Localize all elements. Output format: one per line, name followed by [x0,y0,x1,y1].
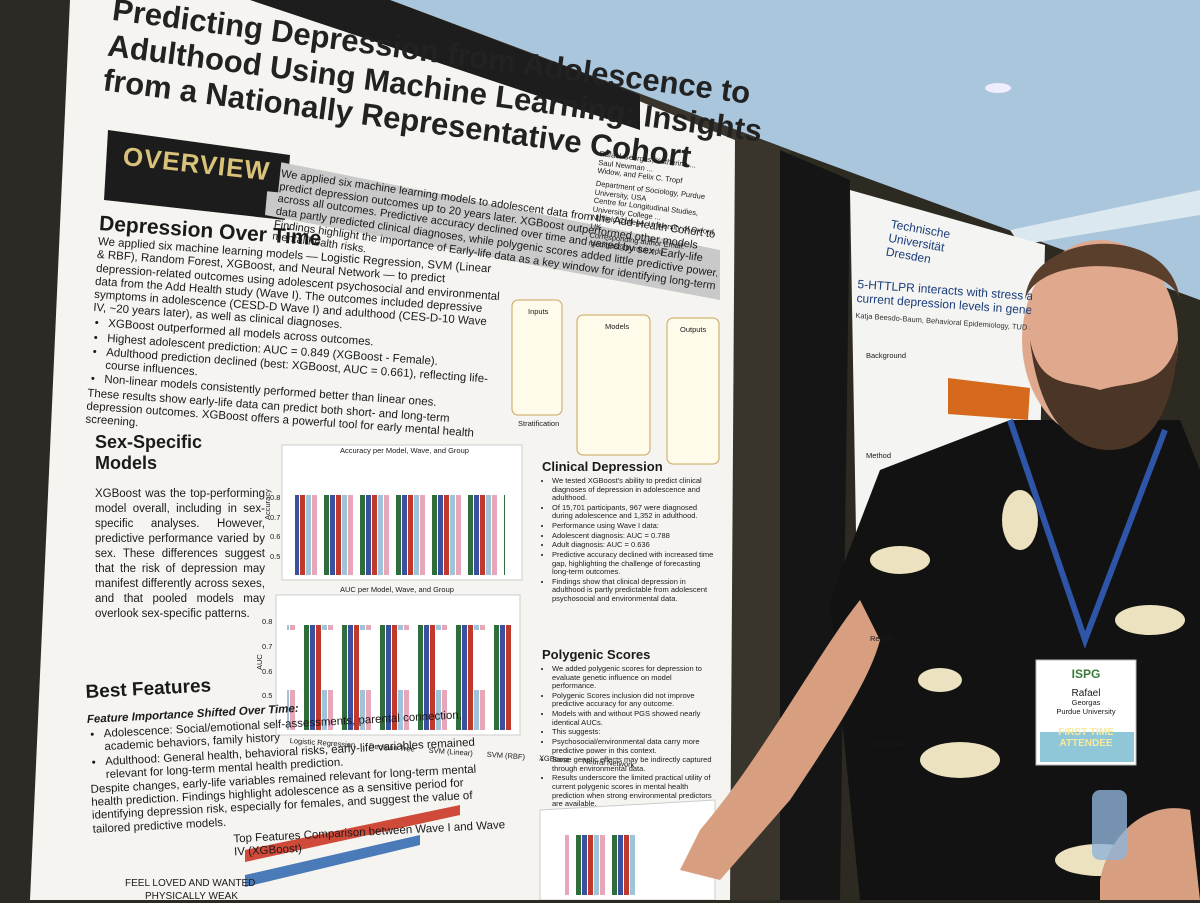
bullet: We added polygenic scores for depression… [552,664,717,691]
heading: Sex-Specific Models [95,432,203,473]
bullet: We tested XGBoost's ability to predict c… [552,476,717,503]
tick-label: 0.8 [262,617,273,626]
paragraph: XGBoost was the top-performing model ove… [95,488,265,620]
diagram-box [666,317,720,465]
tick-labels: 0.8 0.7 0.6 0.5 [262,610,272,709]
bullet: Adolescent diagnosis: AUC = 0.788 [552,531,717,541]
board [0,0,70,900]
section: Depression Over Time We applied six mach… [85,212,504,455]
tick-labels: 0.8 0.7 0.6 0.5 [270,488,280,566]
diagram-label: Outputs [680,325,707,334]
heading: Polygenic Scores [542,647,651,662]
bullet: Adult diagnosis: AUC = 0.636 [552,541,717,550]
tick-label: 0.7 [262,641,273,651]
bullet: Some genetic effects may be indirectly c… [552,755,717,773]
feature-bar [245,835,420,887]
bullet-list: We added polygenic scores for depression… [542,664,717,809]
tick-label: 0.5 [270,551,281,561]
bullet: Models with and without PGS showed nearl… [552,709,717,727]
chart-title: AUC per Model, Wave, and Group [340,585,454,594]
light [1010,190,1200,245]
heading: Clinical Depression [542,459,663,474]
section: Sex-Specific Models XGBoost was the top-… [95,432,265,622]
bar-group [565,835,635,895]
ceiling [390,0,1200,300]
chart-title: Accuracy per Model, Wave, and Group [340,446,469,455]
ribbon-line: FIRST TIME [1058,726,1114,738]
ribbon-line: ATTENDEE [1059,738,1113,750]
diagram-label: Stratification [518,419,560,428]
badge-name: Rafael [1071,687,1101,699]
diagram-box [511,299,563,416]
lanyard [1007,419,1168,649]
tick-label: 0.6 [270,532,281,541]
section: Polygenic Scores We added polygenic scor… [542,647,717,810]
poster-figure [948,378,1030,420]
badge-ribbon [1040,732,1134,762]
section-heading: Background [866,351,907,360]
badge-ribbon: FIRST TIME ATTENDEE [1040,727,1132,750]
badge-surname: Georgas [1071,698,1101,708]
bullet: Results underscore the limited practical… [552,774,717,809]
bullet: Polygenic Scores inclusion did not impro… [552,691,717,709]
beard [1030,340,1178,450]
poster-band [250,0,640,130]
feature-label: FEEL LOVED AND WANTED [125,878,256,889]
bullet: Psychosocial/environmental data carry mo… [552,737,717,755]
bullet: Performance using Wave I data: [552,521,717,531]
water-bottle [1092,790,1127,860]
arm [680,600,880,880]
badge-org: ISPG [1071,667,1101,681]
bullet: Predictive accuracy declined with increa… [552,550,717,577]
ceiling-light [985,83,1011,93]
badge-affiliation: Purdue University [1056,706,1116,716]
bullet: Of 15,701 participants, 967 were diagnos… [552,503,717,521]
section-heading: Method [866,451,892,460]
tick-label: 0.8 [270,493,281,502]
feature-bar [245,805,460,862]
bar-group [295,495,505,575]
hair [1025,243,1180,300]
bullet-list: We tested XGBoost's ability to predict c… [542,476,717,604]
shirt [830,420,1200,900]
section-heading: Results [870,634,896,643]
section: Clinical Depression We tested XGBoost's … [542,459,717,605]
diagram-label: Models [605,322,630,331]
bar-group [287,625,512,730]
bullet: This suggests: [552,728,717,737]
feature-label: PHYSICALLY WEAK [145,891,238,902]
overview-text-band [265,160,720,300]
bullet: Findings show that clinical depression i… [552,577,717,604]
diagram-box [576,314,651,456]
section-heading: Conclusion [870,739,908,748]
bars [287,495,512,730]
diagram-label: Inputs [528,307,549,316]
tick-label: 0.5 [262,691,273,701]
section: Best Features Feature Importance Shifted… [85,660,514,867]
tick-label: 0.6 [262,666,273,676]
tick-label: 0.7 [270,512,281,522]
badge-text: ISPG Rafael Georgas Purdue University FI… [1040,667,1132,750]
